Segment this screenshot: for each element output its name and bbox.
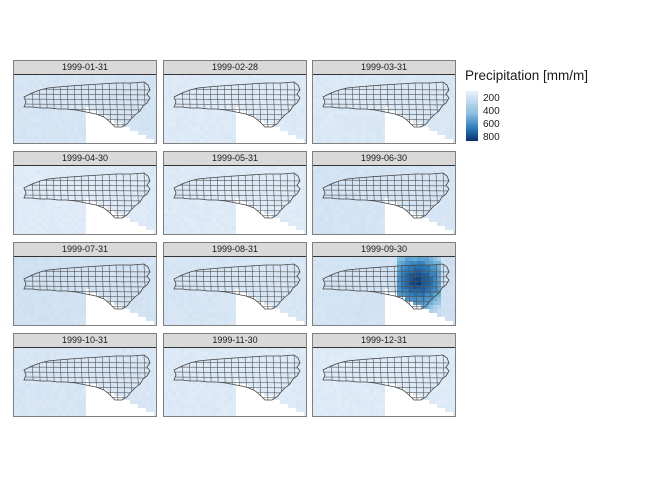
facet-panel: 1999-11-30	[163, 333, 307, 417]
precipitation-map	[14, 348, 156, 416]
facet-panel: 1999-03-31	[312, 60, 456, 144]
legend-title: Precipitation [mm/m]	[465, 68, 589, 83]
facet-panel: 1999-09-30	[312, 242, 456, 326]
facet-panel: 1999-08-31	[163, 242, 307, 326]
facet-strip-label: 1999-02-28	[164, 61, 306, 75]
precipitation-map	[14, 257, 156, 325]
precipitation-map	[164, 75, 306, 143]
facet-strip-label: 1999-09-30	[313, 243, 455, 257]
facet-strip-label: 1999-11-30	[164, 334, 306, 348]
legend-tick-label: 600	[483, 119, 500, 130]
legend-tick-label: 800	[483, 132, 500, 143]
legend-tick-label: 400	[483, 106, 500, 117]
precipitation-map	[313, 75, 455, 143]
facet-panel: 1999-01-31	[13, 60, 157, 144]
facet-panel: 1999-07-31	[13, 242, 157, 326]
precipitation-map	[313, 166, 455, 234]
facet-strip-label: 1999-07-31	[14, 243, 156, 257]
facet-strip-label: 1999-12-31	[313, 334, 455, 348]
facet-panel: 1999-12-31	[312, 333, 456, 417]
facet-strip-label: 1999-05-31	[164, 152, 306, 166]
facet-strip-label: 1999-06-30	[313, 152, 455, 166]
facet-panel: 1999-10-31	[13, 333, 157, 417]
facet-strip-label: 1999-04-30	[14, 152, 156, 166]
legend: Precipitation [mm/m] 200 400 600 800	[465, 68, 665, 158]
precipitation-map	[14, 166, 156, 234]
facet-panel: 1999-06-30	[312, 151, 456, 235]
facet-strip-label: 1999-10-31	[14, 334, 156, 348]
precipitation-map	[14, 75, 156, 143]
precipitation-map	[164, 348, 306, 416]
facet-panel: 1999-02-28	[163, 60, 307, 144]
facet-strip-label: 1999-08-31	[164, 243, 306, 257]
facet-strip-label: 1999-03-31	[313, 61, 455, 75]
precipitation-map	[313, 348, 455, 416]
facet-strip-label: 1999-01-31	[14, 61, 156, 75]
precipitation-map	[164, 257, 306, 325]
facet-panel: 1999-05-31	[163, 151, 307, 235]
precipitation-map	[313, 257, 455, 325]
legend-tick-label: 200	[483, 93, 500, 104]
legend-color-bar	[466, 91, 478, 141]
precipitation-map	[164, 166, 306, 234]
facet-panel: 1999-04-30	[13, 151, 157, 235]
